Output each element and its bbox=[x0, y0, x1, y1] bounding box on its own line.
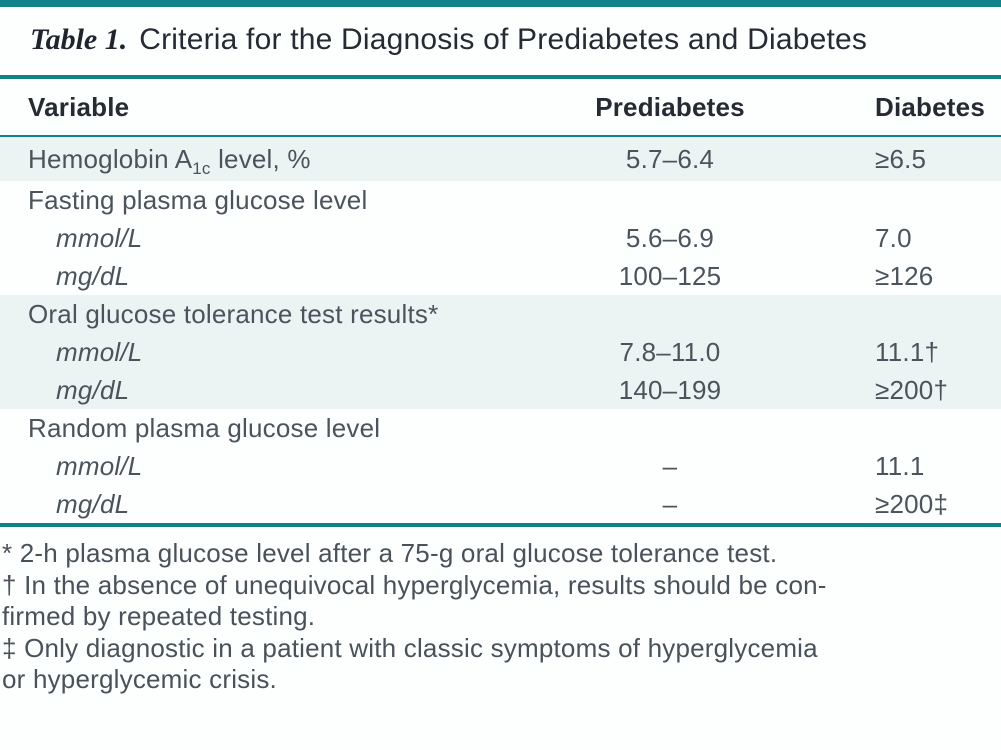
row-label-text: Hemoglobin A bbox=[28, 143, 193, 174]
prediabetes-value: 140–199 bbox=[618, 374, 722, 405]
prediabetes-value: – bbox=[662, 450, 678, 481]
table-row-fasting-mmol: mmol/L 5.6–6.9 7.0 bbox=[0, 219, 1001, 257]
table-row-random-mmol: mmol/L – 11.1 bbox=[0, 447, 1001, 485]
row-label: mg/dL bbox=[56, 374, 130, 405]
row-label: Random plasma glucose level bbox=[28, 412, 381, 443]
diabetes-value: ≥200‡ bbox=[875, 488, 949, 519]
footnote-double-dagger: ‡ Only diagnostic in a patient with clas… bbox=[2, 632, 818, 695]
diabetes-value: ≥126 bbox=[875, 260, 934, 291]
row-label: Oral glucose tolerance test results* bbox=[28, 298, 439, 329]
prediabetes-value: 5.7–6.4 bbox=[625, 143, 715, 174]
table-header-row: Variable Prediabetes Diabetes bbox=[0, 75, 1001, 137]
diabetes-value: ≥6.5 bbox=[875, 143, 927, 174]
diabetes-value: 11.1 bbox=[875, 450, 925, 481]
diabetes-value: 7.0 bbox=[875, 222, 912, 253]
prediabetes-value: 5.6–6.9 bbox=[625, 222, 715, 253]
footnote-dagger: † In the absence of unequivocal hypergly… bbox=[2, 569, 827, 632]
table-row-random-mgdl: mg/dL – ≥200‡ bbox=[0, 485, 1001, 523]
table-row-hemoglobin-a1c: Hemoglobin A1c level, % 5.7–6.4 ≥6.5 bbox=[0, 137, 1001, 181]
diabetes-value: ≥200† bbox=[875, 374, 949, 405]
table-row-fasting-glucose: Fasting plasma glucose level bbox=[0, 181, 1001, 219]
table-number-label: Table 1. bbox=[30, 23, 128, 56]
row-label: Hemoglobin A1c level, % bbox=[28, 143, 575, 178]
prediabetes-value: – bbox=[662, 488, 678, 519]
table-row-random-glucose: Random plasma glucose level bbox=[0, 409, 1001, 447]
column-header-prediabetes: Prediabetes bbox=[595, 91, 745, 122]
prediabetes-value: 100–125 bbox=[618, 260, 722, 291]
prediabetes-value: 7.8–11.0 bbox=[619, 336, 721, 367]
row-label: mmol/L bbox=[56, 222, 143, 253]
row-label: mg/dL bbox=[56, 260, 130, 291]
top-accent-rule bbox=[0, 0, 1001, 7]
table-body: Hemoglobin A1c level, % 5.7–6.4 ≥6.5 Fas… bbox=[0, 137, 1001, 527]
table-row-fasting-mgdl: mg/dL 100–125 ≥126 bbox=[0, 257, 1001, 295]
column-header-variable: Variable bbox=[28, 91, 130, 122]
table-row-ogtt-mgdl: mg/dL 140–199 ≥200† bbox=[0, 371, 1001, 409]
column-header-diabetes: Diabetes bbox=[875, 91, 985, 122]
table-row-ogtt-mmol: mmol/L 7.8–11.0 11.1† bbox=[0, 333, 1001, 371]
row-label: mmol/L bbox=[56, 450, 143, 481]
table-row-ogtt: Oral glucose tolerance test results* bbox=[0, 295, 1001, 333]
a1c-subscript: 1c bbox=[192, 158, 211, 178]
diabetes-value: 11.1† bbox=[875, 336, 940, 367]
table-title-text: Criteria for the Diagnosis of Prediabete… bbox=[139, 23, 868, 56]
row-label: mmol/L bbox=[56, 336, 143, 367]
row-label-text: level, % bbox=[210, 143, 311, 174]
footnotes: * 2-h plasma glucose level after a 75-g … bbox=[0, 527, 1001, 696]
row-label: mg/dL bbox=[56, 488, 130, 519]
row-label: Fasting plasma glucose level bbox=[28, 184, 368, 215]
table-title: Table 1. Criteria for the Diagnosis of Pr… bbox=[0, 7, 920, 75]
table-figure: Table 1. Criteria for the Diagnosis of Pr… bbox=[0, 0, 1001, 696]
footnote-asterisk: * 2-h plasma glucose level after a 75-g … bbox=[2, 538, 778, 568]
